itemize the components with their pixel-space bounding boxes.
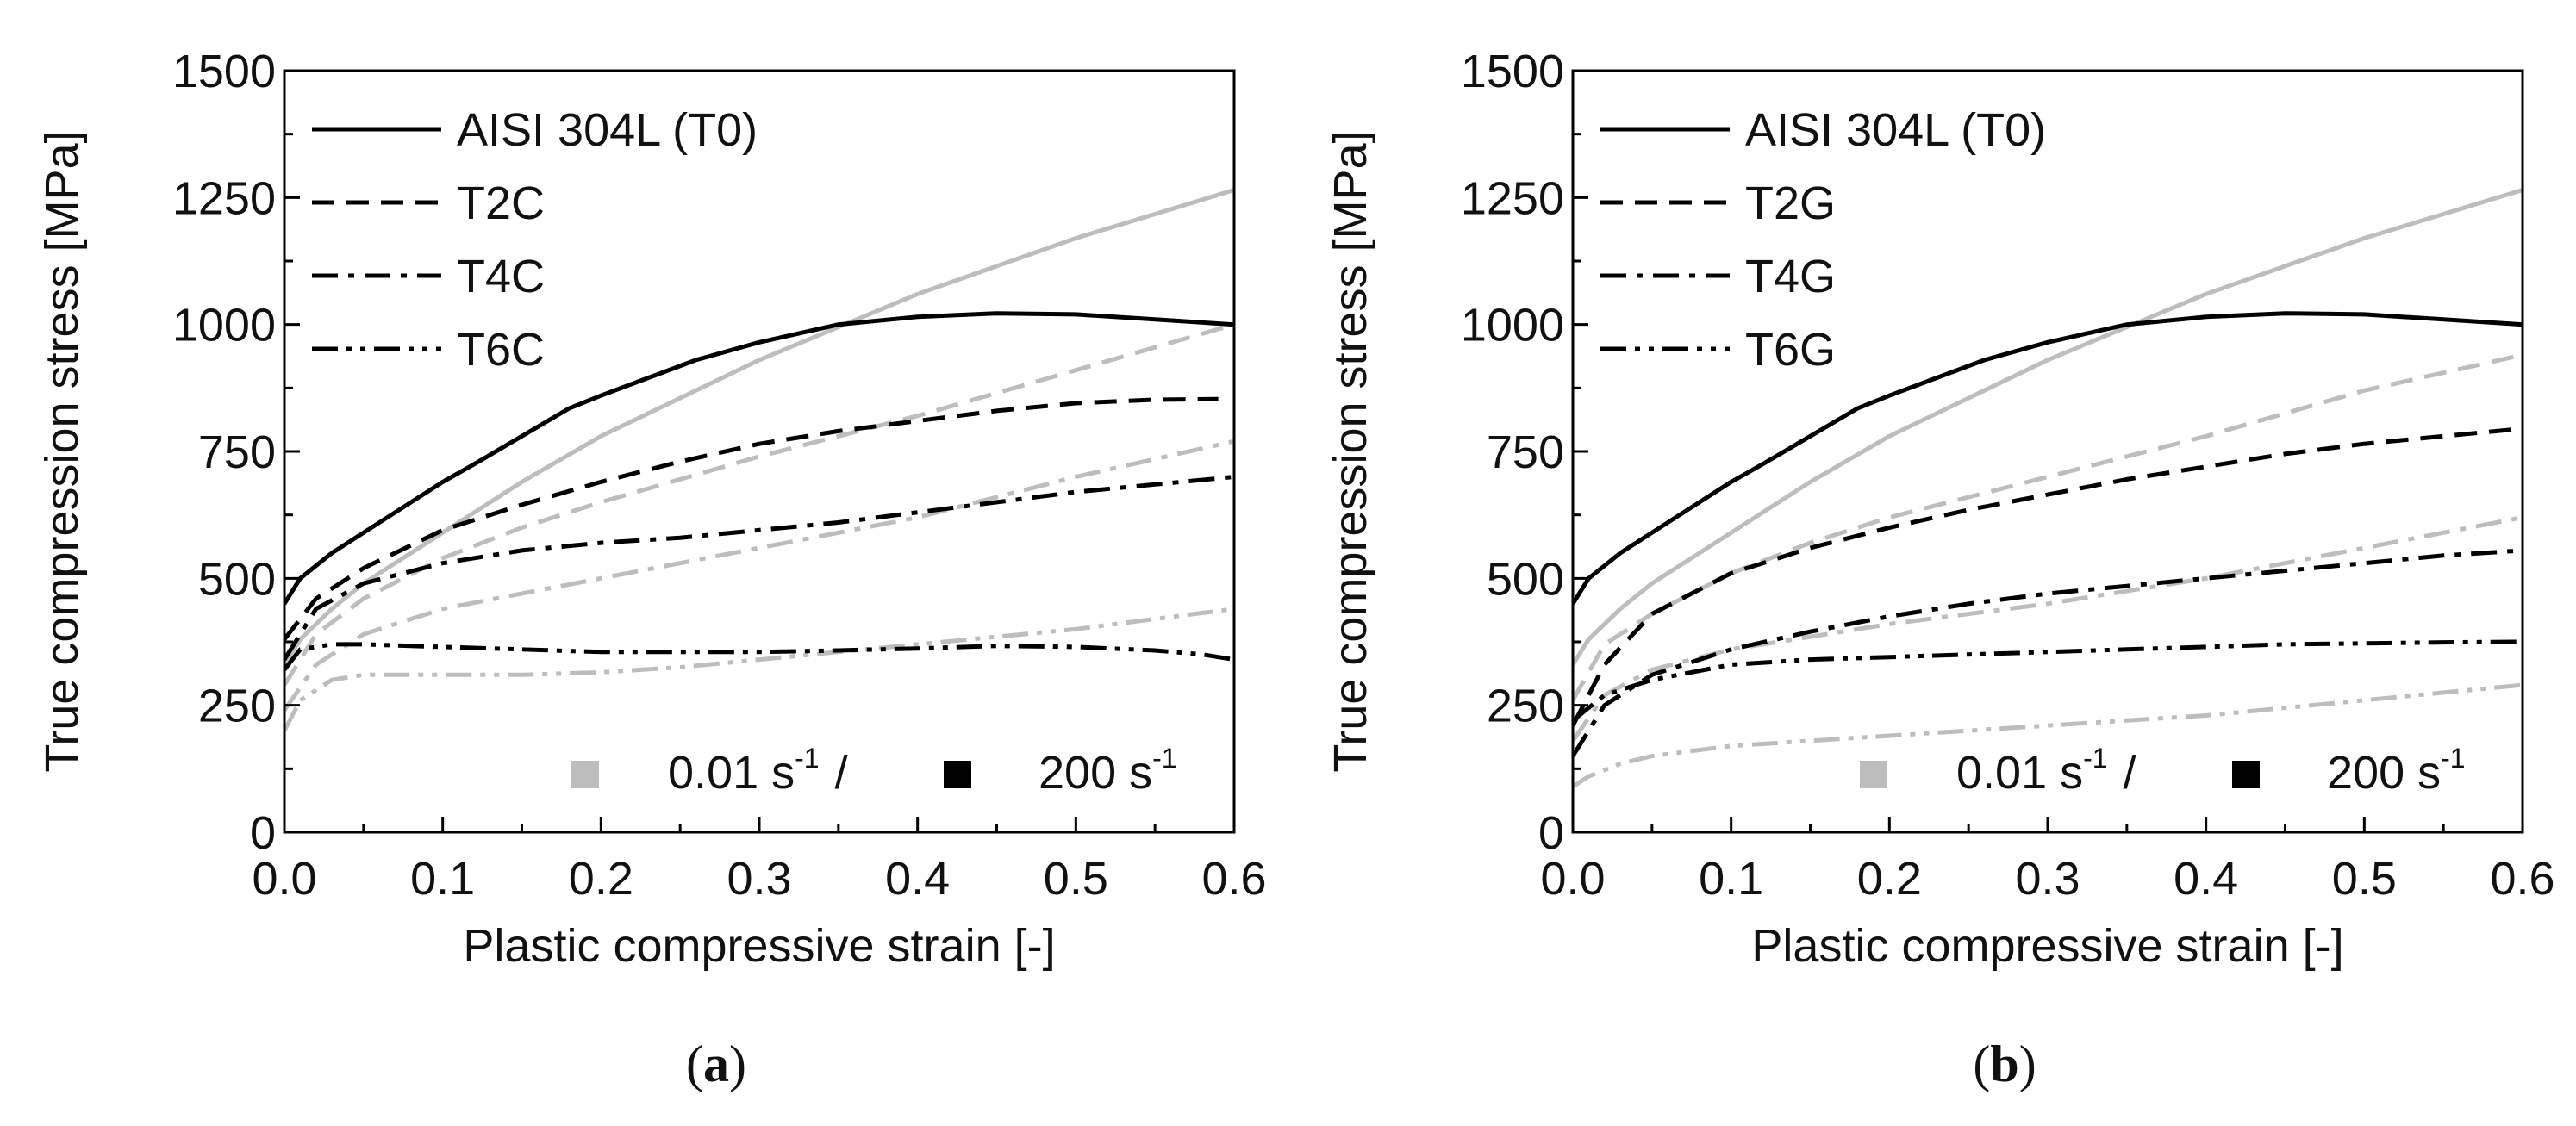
legend-label-aisi-304l-t0: AISI 304L (T0) (457, 104, 758, 156)
rate-legend: 0.01 s-1/200 s-1 (571, 743, 1177, 799)
x-tick-label: 0.3 (727, 853, 791, 905)
rate-label-dynamic: 200 s-1 (1039, 743, 1177, 799)
x-axis-label: Plastic compressive strain [-] (1751, 920, 2343, 972)
y-tick-label: 750 (1487, 426, 1564, 478)
x-tick-label: 0.2 (1857, 853, 1922, 905)
series-line-t4g-dynamic (1573, 548, 2523, 757)
x-axis-label: Plastic compressive strain [-] (463, 920, 1055, 972)
x-tick-label: 0.4 (885, 853, 950, 905)
y-tick-label: 1250 (172, 172, 276, 224)
series-line-t6c-quasistatic (284, 607, 1234, 732)
y-tick-label: 250 (1487, 681, 1564, 732)
x-tick-label: 0.2 (569, 853, 633, 905)
rate-label-quasistatic: 0.01 s-1/ (668, 743, 848, 799)
y-tick-label: 500 (1487, 553, 1564, 605)
x-tick-label: 0.4 (2174, 853, 2238, 905)
legend-label-t6g: T6G (1745, 324, 1836, 376)
series-line-aisi-304l-t0-dynamic (1573, 311, 2523, 606)
x-tick-label: 0.6 (2490, 853, 2554, 905)
series-line-t2g-quasistatic (1573, 352, 2523, 702)
legend-label-aisi-304l-t0: AISI 304L (T0) (1745, 104, 2046, 156)
x-tick-label: 0.5 (1044, 853, 1108, 905)
y-tick-label: 1500 (1461, 46, 1564, 97)
chart-panel-a: 0.0 0.1 0.2 0.3 0.4 0.5 0.6 0 250 500 750 1000 1250 1… (0, 0, 1288, 1122)
chart-b: 0.0 0.1 0.2 0.3 0.4 0.5 0.6 0 250 500 750 1000 1250 1… (1325, 46, 2555, 1092)
series-line-aisi-304l-t0-quasistatic (284, 188, 1234, 666)
y-tick-label: 1000 (172, 300, 276, 351)
plot-frame (283, 69, 1236, 834)
series-group (1573, 188, 2523, 789)
legend-label-t2c: T2C (457, 177, 545, 229)
series-line-aisi-304l-t0-quasistatic (1573, 188, 2523, 666)
legend-label-t4g: T4G (1745, 251, 1836, 302)
series-line-t4g-quasistatic (1573, 515, 2523, 743)
legend: AISI 304L (T0) T2C T4C T6C (312, 104, 758, 376)
y-tick-label: 1000 (1461, 300, 1564, 351)
y-tick-label: 0 (1538, 807, 1564, 859)
panel-caption: (b) (1973, 1036, 2036, 1092)
series-line-t2g-dynamic (1573, 426, 2523, 727)
chart-a: 0.0 0.1 0.2 0.3 0.4 0.5 0.6 0 250 500 750 1000 1250 1… (36, 46, 1267, 1092)
legend-label-t4c: T4C (457, 251, 545, 302)
rate-swatch-quasistatic (571, 761, 599, 788)
legend-label-t6c: T6C (457, 324, 545, 376)
series-line-t4c-dynamic (284, 475, 1234, 661)
y-tick-label: 0 (250, 807, 276, 859)
x-tick-label: 0.0 (252, 853, 316, 905)
series-line-aisi-304l-t0-dynamic (284, 311, 1234, 606)
series-line-t4c-quasistatic (284, 439, 1234, 712)
y-tick-label: 1500 (172, 46, 276, 97)
chart-panel-b: 0.0 0.1 0.2 0.3 0.4 0.5 0.6 0 250 500 750 1000 1250 1… (1288, 0, 2576, 1122)
y-axis-label: True compression stress [MPa] (1325, 130, 1376, 772)
y-tick-label: 750 (198, 426, 276, 478)
rate-label-dynamic: 200 s-1 (2327, 743, 2466, 799)
series-line-t6g-quasistatic (1573, 682, 2523, 789)
y-tick-label: 500 (198, 553, 276, 605)
rate-legend: 0.01 s-1/200 s-1 (1860, 743, 2466, 799)
series-line-t2c-quasistatic (284, 322, 1234, 687)
x-tick-label: 0.6 (1201, 853, 1266, 905)
x-tick-label: 0.0 (1540, 853, 1605, 905)
x-tick-label: 0.1 (410, 853, 475, 905)
rate-swatch-dynamic (944, 761, 971, 788)
series-line-t2c-dynamic (284, 396, 1219, 641)
y-tick-label: 1250 (1461, 172, 1564, 224)
rate-swatch-dynamic (2232, 761, 2260, 788)
x-tick-label: 0.3 (2015, 853, 2080, 905)
y-axis-label: True compression stress [MPa] (36, 130, 88, 772)
series-group (284, 188, 1234, 732)
series-line-t6c-dynamic (284, 642, 1234, 671)
panel-caption: (a) (686, 1036, 746, 1092)
plot-frame (1571, 69, 2524, 834)
rate-swatch-quasistatic (1860, 761, 1887, 788)
y-tick-label: 250 (198, 681, 276, 732)
series-line-t6g-dynamic (1573, 639, 2523, 723)
legend-label-t2g: T2G (1745, 177, 1836, 229)
x-tick-label: 0.1 (1699, 853, 1763, 905)
x-tick-label: 0.5 (2332, 853, 2397, 905)
rate-label-quasistatic: 0.01 s-1/ (1956, 743, 2136, 799)
legend: AISI 304L (T0) T2G T4G T6G (1600, 104, 2046, 376)
